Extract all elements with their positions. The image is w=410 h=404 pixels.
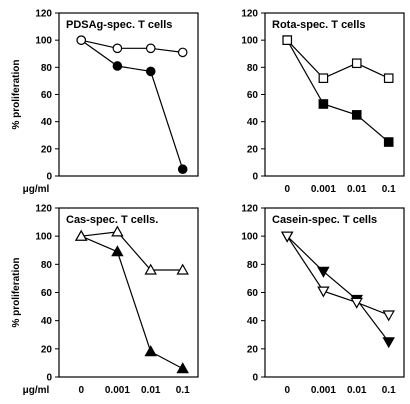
y-tick-label: 120 xyxy=(241,204,258,215)
series-1-point xyxy=(351,110,362,120)
series-1-point xyxy=(382,337,395,349)
y-tick-label: 0 xyxy=(252,172,258,183)
series-1-point xyxy=(318,99,329,109)
series-2-point xyxy=(382,310,395,322)
y-tick-label: 60 xyxy=(247,90,259,101)
x-tick-label: 0 xyxy=(284,184,290,195)
y-tick-label: 60 xyxy=(41,288,53,299)
series-2-point xyxy=(111,225,124,237)
series-2-point xyxy=(76,35,87,45)
y-tick-label: 20 xyxy=(41,144,53,155)
series-1-point xyxy=(111,245,124,257)
y-tick-label: 20 xyxy=(41,344,53,355)
x-axis-label: μg/ml xyxy=(23,385,50,396)
chart-title: Rota-spec. T cells xyxy=(272,19,366,31)
series-2-point xyxy=(318,73,329,83)
x-tick-label: 0.1 xyxy=(382,385,396,396)
y-axis-label: % proliferation xyxy=(11,59,22,129)
y-tick-label: 80 xyxy=(41,63,53,74)
y-tick-label: 20 xyxy=(247,144,259,155)
y-tick-label: 80 xyxy=(247,260,259,271)
series-2-line xyxy=(286,235,389,316)
series-2-point xyxy=(112,43,123,54)
series-2-point xyxy=(176,263,189,275)
y-tick-label: 40 xyxy=(247,117,259,128)
y-tick-label: 100 xyxy=(241,232,258,243)
series-1-point xyxy=(317,266,330,278)
series-2-line xyxy=(81,231,183,271)
y-tick-label: 60 xyxy=(247,288,259,299)
x-tick-label: 0.01 xyxy=(347,184,367,195)
y-tick-label: 100 xyxy=(35,232,52,243)
x-tick-label: 0 xyxy=(78,385,84,396)
series-2-point xyxy=(280,231,294,243)
series-1-point xyxy=(112,61,123,71)
x-tick-label: 0.1 xyxy=(176,385,190,396)
y-tick-label: 40 xyxy=(247,316,259,327)
x-tick-label: 0.1 xyxy=(382,184,396,195)
chart-panel-1: 0 20 40 60 80 100 120 % proliferation PDSAg-spec… xyxy=(11,9,199,183)
series-1-point xyxy=(176,362,189,374)
y-tick-label: 40 xyxy=(41,316,53,327)
series-1-line xyxy=(286,39,390,143)
y-tick-label: 100 xyxy=(35,36,52,47)
x-tick-label: 0.001 xyxy=(311,184,336,195)
series-2-line xyxy=(81,39,183,53)
x-tick-label: 0.001 xyxy=(311,385,336,396)
y-tick-label: 20 xyxy=(247,344,259,355)
chart-title: Cas-spec. T cells. xyxy=(66,214,158,226)
series-2-line xyxy=(286,39,389,79)
series-1-line xyxy=(286,235,390,343)
y-tick-label: 0 xyxy=(46,373,52,384)
y-tick-label: 0 xyxy=(252,373,258,384)
series-2-point xyxy=(282,35,293,45)
y-tick-label: 120 xyxy=(35,204,52,215)
y-tick-label: 0 xyxy=(46,172,52,183)
series-2-point xyxy=(74,229,88,241)
y-tick-label: 80 xyxy=(247,63,259,74)
series-1-point xyxy=(145,66,156,77)
series-1-point xyxy=(383,137,394,147)
series-1-line xyxy=(80,39,184,170)
y-tick-label: 60 xyxy=(41,90,53,101)
series-1-point xyxy=(144,345,157,357)
x-tick-label: 0 xyxy=(284,385,290,396)
x-tick-label: 0.001 xyxy=(105,385,130,396)
chart-title: PDSAg-spec. T cells xyxy=(66,19,172,31)
x-unit-label-upper: μg/ml xyxy=(23,184,50,195)
series-2-point xyxy=(383,73,394,83)
series-2-point xyxy=(317,286,330,298)
chart-panel-4: 0 20 40 60 80 100 120 0 0.001 0.01 0.1 Casein-spec.… xyxy=(241,204,405,396)
y-tick-label: 100 xyxy=(241,36,258,47)
series-1-line xyxy=(80,235,183,370)
series-2-point xyxy=(144,263,157,275)
y-tick-label: 40 xyxy=(41,117,53,128)
series-2-point xyxy=(145,43,156,54)
series-2-point xyxy=(350,297,363,309)
x-tick-label: 0.01 xyxy=(141,385,161,396)
y-tick-label: 80 xyxy=(41,260,53,271)
series-2-point xyxy=(177,47,188,58)
series-2-point xyxy=(351,58,362,69)
chart-panel-2: 0 20 40 60 80 100 120 0 0.001 0.01 0.1 Rota-spec. T… xyxy=(241,9,405,195)
chart-title: Casein-spec. T cells xyxy=(272,214,377,226)
y-tick-label: 120 xyxy=(35,9,52,20)
x-tick-label: 0.01 xyxy=(347,385,367,396)
y-tick-label: 120 xyxy=(241,9,258,20)
chart-panel-3: 0 20 40 60 80 100 120 0 0.001 0.01 0.1 μg/ml % proli… xyxy=(11,204,199,396)
y-axis-label: % proliferation xyxy=(11,257,22,327)
series-1-point xyxy=(177,164,188,175)
